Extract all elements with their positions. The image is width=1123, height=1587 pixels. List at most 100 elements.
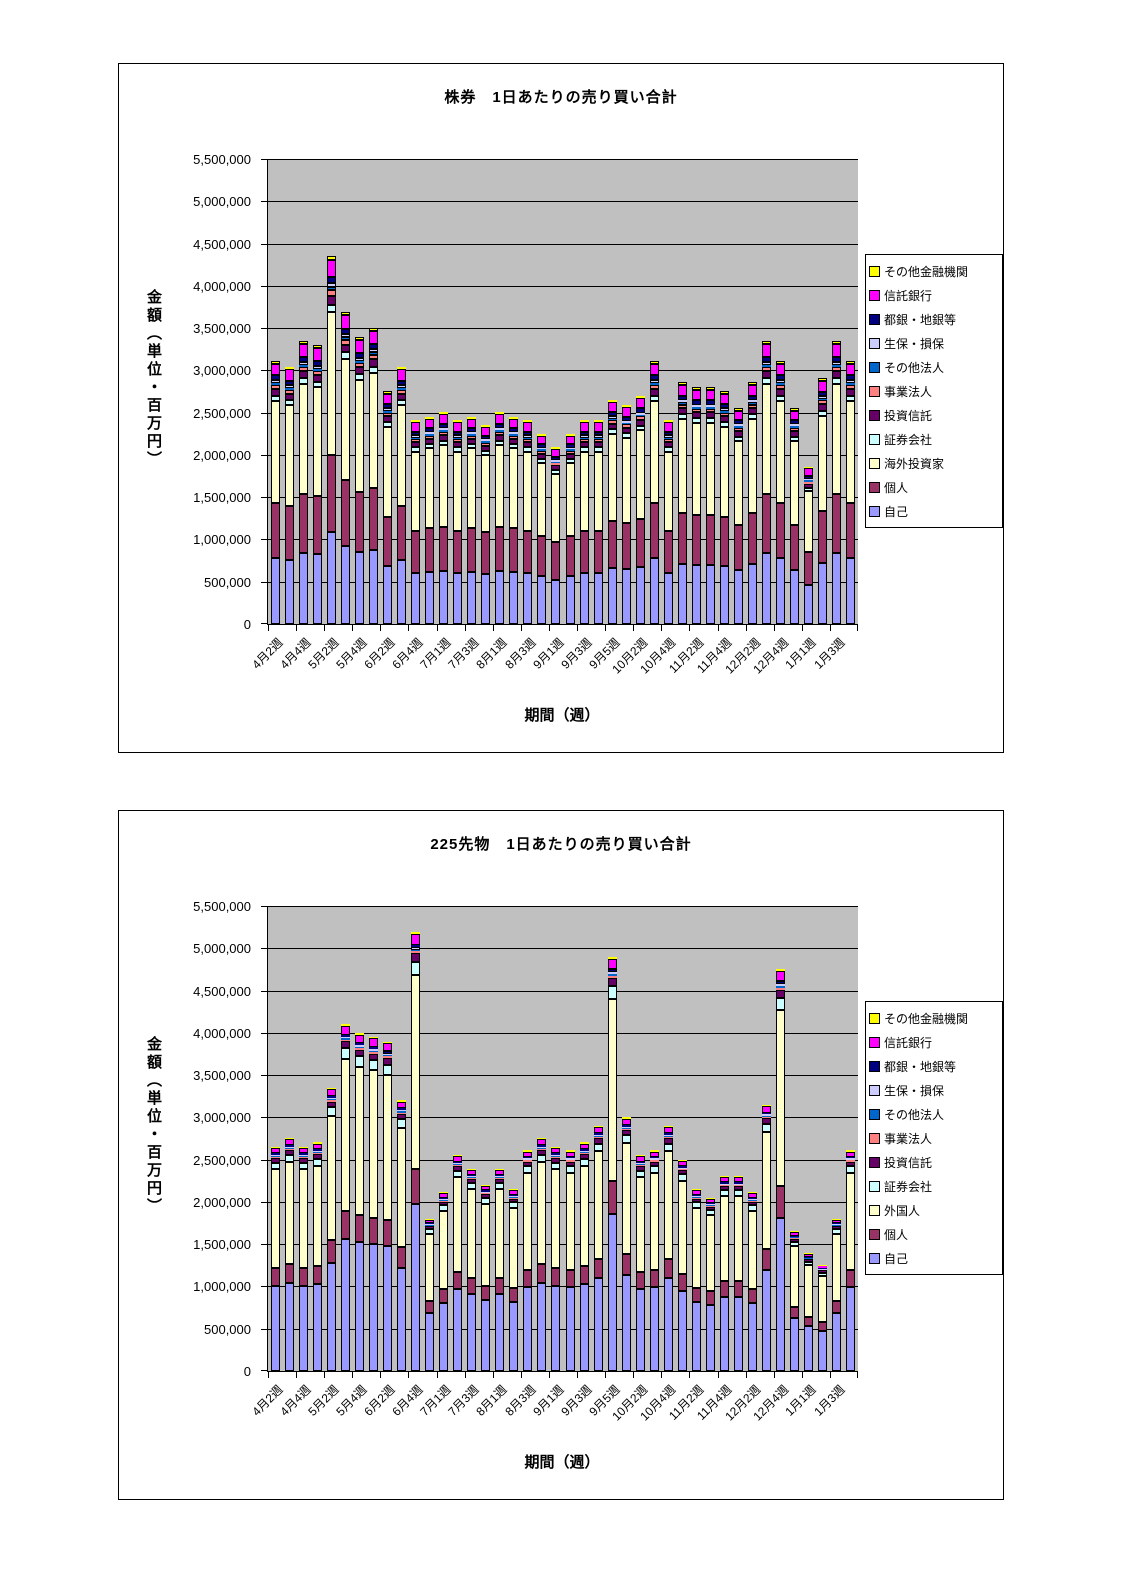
bar-segment [706, 1207, 715, 1210]
bar-segment [453, 1155, 463, 1156]
legend-label: 投資信託 [884, 1155, 933, 1170]
bar-segment [691, 1197, 701, 1198]
bar-segment [565, 459, 575, 463]
bar-segment [762, 357, 772, 362]
bar [691, 159, 701, 624]
bar-segment [635, 1272, 645, 1289]
bar-segment [776, 984, 786, 986]
bar-segment [298, 1147, 308, 1148]
bar-segment [537, 454, 547, 459]
legend-label: 外国人 [884, 1203, 921, 1218]
bar-segment [762, 1249, 772, 1270]
bar [720, 159, 730, 624]
bar-segment [776, 364, 786, 375]
bar-segment [748, 1198, 758, 1199]
x-axis-tick-label: 1月1週 [782, 1382, 820, 1419]
bar-segment [579, 422, 589, 432]
bar-segment [481, 1192, 491, 1193]
bar-segment [551, 1158, 561, 1163]
bar [706, 159, 715, 624]
bar-segment [312, 345, 322, 348]
bar-segment [832, 365, 842, 367]
bar-segment [354, 363, 364, 367]
y-axis-tick-label: 1,000,000 [193, 1279, 251, 1295]
bar-segment [621, 1143, 631, 1254]
bar-segment [495, 1278, 505, 1294]
legend-item: 投資信託 [869, 403, 999, 427]
x-axis-tick-mark [745, 1372, 747, 1378]
bar-segment [270, 380, 280, 383]
bar [663, 159, 673, 624]
bar-segment [818, 1268, 828, 1269]
bar-segment [762, 1124, 772, 1132]
bar-segment [326, 455, 336, 532]
bar-segment [734, 420, 744, 424]
bar-segment [523, 1160, 533, 1162]
y-axis-tick-label: 4,000,000 [193, 1025, 251, 1041]
bar [326, 159, 336, 624]
bar-segment [354, 380, 364, 492]
bar-segment [607, 521, 617, 568]
x-axis-tick-label: 1月3週 [810, 1382, 848, 1419]
bar-segment [790, 420, 800, 424]
bar-segment [593, 432, 603, 435]
bar-segment [382, 1075, 392, 1220]
bar-segment [621, 428, 631, 433]
bar-segment [354, 552, 364, 624]
bar-segment [312, 1142, 322, 1144]
bar-segment [439, 1211, 449, 1289]
y-axis-tick-mark [261, 1370, 267, 1371]
gridline [268, 412, 858, 414]
bar-segment [523, 435, 533, 438]
gridline [268, 497, 858, 499]
bar-segment [523, 452, 533, 531]
bar-segment [677, 385, 687, 396]
bar-segment [467, 1178, 477, 1179]
bar-segment [818, 1266, 828, 1268]
legend-item: 個人 [869, 1222, 999, 1246]
bar-segment [453, 1177, 463, 1272]
legend-item: その他金融機関 [869, 259, 999, 283]
bar-segment [326, 1096, 336, 1098]
bar [621, 159, 631, 624]
bar-segment [734, 1176, 744, 1177]
bar-segment [495, 571, 505, 624]
bar [677, 159, 687, 624]
bar-segment [425, 1219, 435, 1220]
x-axis-tick-label: 5月2週 [305, 635, 342, 672]
bar-segment [804, 1253, 814, 1254]
bar-segment [762, 344, 772, 357]
bar-segment [776, 988, 786, 990]
bar-segment [368, 1244, 378, 1371]
bar-segment [720, 427, 730, 517]
bar-segment [340, 337, 350, 340]
bar-segment [523, 420, 533, 422]
bar-segment [832, 553, 842, 624]
bar-segment [593, 1259, 603, 1278]
bar-segment [607, 416, 617, 419]
bar-segment [776, 981, 786, 984]
bar-segment [481, 439, 491, 441]
bar-segment [818, 378, 828, 381]
bar-segment [734, 1185, 744, 1186]
bar-segment [579, 447, 589, 452]
x-axis-tick-mark [829, 1372, 831, 1378]
bar-segment [593, 531, 603, 573]
bar-segment [284, 405, 294, 506]
y-axis-title: 金額（単位・百万円） [145, 289, 162, 469]
y-axis-ticks: 0 500,000 1,000,000 1,500,000 2,000,000 2,500… [119, 152, 257, 632]
bar-segment [340, 340, 350, 345]
bar-segment [579, 1159, 589, 1166]
bar-segment [804, 468, 814, 476]
bar-segment [649, 1162, 659, 1166]
bar-segment [790, 1307, 800, 1318]
bar-segment [270, 558, 280, 624]
bar-segment [551, 449, 561, 457]
bar-segment [340, 1059, 350, 1211]
bar-segment [495, 1169, 505, 1170]
bar-segment [804, 467, 814, 468]
bar-segment [663, 1278, 673, 1371]
y-axis-tick-mark [261, 1201, 267, 1203]
x-axis-tick-label: 7月3週 [445, 635, 483, 672]
bar-segment [270, 1158, 280, 1163]
